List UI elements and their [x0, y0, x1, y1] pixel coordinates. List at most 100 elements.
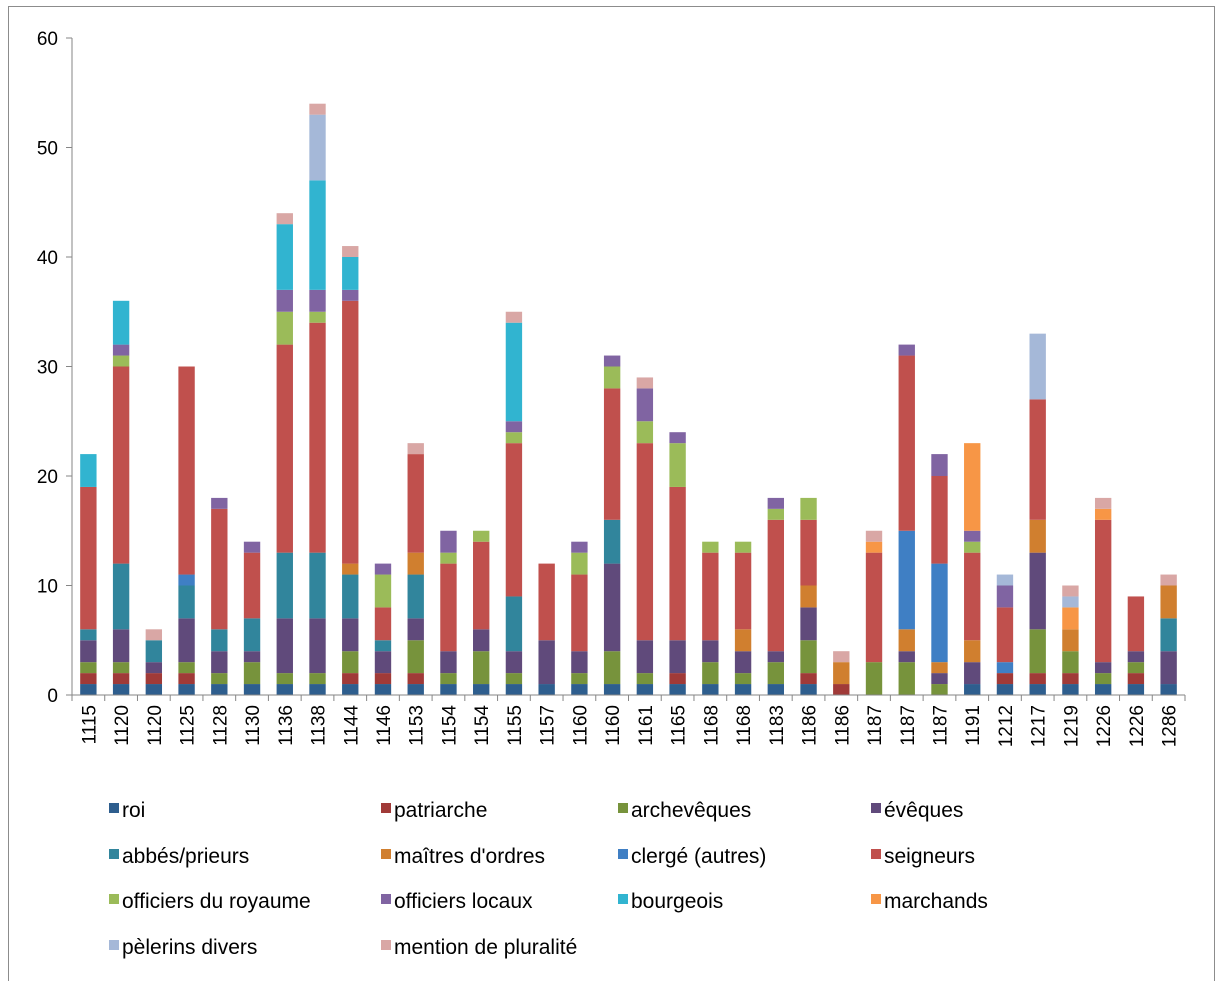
- legend-label: marchands: [884, 890, 988, 913]
- bar-segment-officiers-locaux: [603, 355, 621, 367]
- bar-segment-officiers-du-royaume: [374, 574, 392, 608]
- bar-segment-archev-ques: [211, 673, 228, 685]
- bar-segment-clerg-autres-: [898, 530, 915, 630]
- legend-swatch: [618, 894, 628, 904]
- bar-segment-abb-s-prieurs: [505, 596, 523, 652]
- legend-swatch: [871, 803, 881, 813]
- bar-segment-seigneurs: [178, 366, 195, 575]
- bar-segment-ma-tres-d-ordres: [1029, 519, 1046, 553]
- x-tick-label: 1217: [1029, 705, 1050, 747]
- bar-segment-roi: [964, 684, 981, 695]
- bar-segment-roi: [112, 684, 130, 695]
- bar-segment-roi: [276, 684, 293, 695]
- bar-segment-mention-de-pluralit-: [342, 246, 359, 257]
- bar-segment-bourgeois: [505, 322, 523, 422]
- bar-segment-bourgeois: [309, 180, 326, 290]
- bar-segment-bourgeois: [112, 300, 130, 345]
- bar-segment-archev-ques: [931, 684, 948, 695]
- bar-segment-roi: [1062, 684, 1079, 695]
- bar-segment-officiers-du-royaume: [636, 421, 654, 444]
- x-tick-label: 1186: [800, 705, 821, 746]
- bar-segment-archev-ques: [1094, 673, 1112, 685]
- bar-segment-roi: [1160, 684, 1177, 695]
- bar-segment-roi: [80, 684, 97, 695]
- bar-segment-patriarche: [342, 673, 359, 685]
- bar-segment-roi: [407, 684, 424, 695]
- bar-segment-mention-de-pluralit-: [865, 530, 883, 542]
- bar-segment-ma-tres-d-ordres: [964, 640, 981, 663]
- legend: roi patriarche archevêques évêques abbés/pri…: [109, 799, 988, 959]
- legend-swatch: [109, 940, 119, 950]
- x-tick-label: 1154: [439, 705, 460, 746]
- bar-segment-mention-de-pluralit-: [1094, 497, 1112, 509]
- bar-segment-patriarche: [1127, 673, 1145, 685]
- bar-segment-patriarche: [1029, 673, 1046, 685]
- bar-segment-roi: [473, 684, 490, 695]
- bar-segment-officiers-du-royaume: [702, 541, 719, 553]
- bar-segment-archev-ques: [898, 662, 915, 695]
- bar-segment-officiers-locaux: [931, 454, 948, 476]
- bar-segment-marchands: [1094, 508, 1112, 520]
- bar-segment-roi: [1029, 684, 1046, 695]
- bar-segment-officiers-locaux: [996, 585, 1014, 608]
- x-tick-label: 1144: [341, 705, 362, 746]
- x-tick-label: 1128: [210, 705, 231, 746]
- x-tick-label: 1187: [930, 705, 951, 746]
- bar-segment-p-lerins-divers: [1029, 333, 1046, 400]
- bar-segment--v-ques: [538, 640, 555, 685]
- bar-segment-mention-de-pluralit-: [145, 629, 163, 641]
- bar-segment-officiers-du-royaume: [276, 311, 293, 345]
- bar-segment-seigneurs: [898, 355, 915, 531]
- bar-segment-mention-de-pluralit-: [407, 443, 424, 455]
- stacked-bar-chart: 0 10 20 30 40 50 60 1115 1120 1120 1125 1128 1130 113…: [37, 29, 1186, 959]
- bar-segment-clerg-autres-: [931, 563, 948, 663]
- bar-segment-archev-ques: [1127, 662, 1145, 674]
- bar-segment-officiers-locaux: [211, 497, 228, 509]
- bar-segment--v-ques: [440, 651, 457, 674]
- bar-segment-mention-de-pluralit-: [636, 377, 654, 389]
- bar-segment-seigneurs: [243, 552, 261, 619]
- bar-segment-archev-ques: [407, 640, 424, 674]
- bar-segment-abb-s-prieurs: [309, 552, 326, 619]
- bar-segment-p-lerins-divers: [309, 114, 326, 181]
- bar-segment-roi: [571, 684, 588, 695]
- bar-segment-roi: [374, 684, 392, 695]
- y-tick-label: 10: [37, 577, 58, 598]
- x-tick-label: 1125: [178, 705, 199, 746]
- x-tick-label: 1187: [898, 705, 919, 746]
- bar-segment--v-ques: [767, 651, 784, 663]
- x-tick-label: 1226: [1127, 705, 1148, 747]
- bar-segment--v-ques: [178, 618, 195, 663]
- bar-segment--v-ques: [145, 662, 163, 674]
- bar-segment--v-ques: [243, 651, 261, 663]
- bar-segment-ma-tres-d-ordres: [898, 629, 915, 652]
- bar-segment-seigneurs: [505, 443, 523, 597]
- bar-segment-archev-ques: [80, 662, 97, 674]
- bar-segment-archev-ques: [112, 662, 130, 674]
- bar-segment-roi: [243, 684, 261, 695]
- legend-swatch: [618, 849, 628, 859]
- bar-segment--v-ques: [374, 651, 392, 674]
- bar-segment-officiers-du-royaume: [473, 530, 490, 542]
- bar-segment-ma-tres-d-ordres: [734, 629, 752, 652]
- bar-segment-officiers-du-royaume: [505, 432, 523, 444]
- bar-segment-seigneurs: [603, 388, 621, 520]
- bar-segment-abb-s-prieurs: [374, 640, 392, 652]
- bar-segment-officiers-locaux: [571, 541, 588, 553]
- x-tick-label: 1154: [472, 705, 493, 746]
- bar-segment-seigneurs: [440, 563, 457, 652]
- bar-segment-seigneurs: [473, 541, 490, 630]
- bar-segment-officiers-locaux: [505, 421, 523, 433]
- bar-segment-seigneurs: [702, 552, 719, 641]
- x-tick-label: 1187: [865, 705, 886, 746]
- bar-segment-roi: [734, 684, 752, 695]
- x-tick-label: 1120: [145, 705, 166, 746]
- bar-segment-officiers-locaux: [767, 497, 784, 509]
- bar-segment--v-ques: [276, 618, 293, 674]
- bar-segment-archev-ques: [178, 662, 195, 674]
- x-tick-label: 1212: [996, 705, 1017, 747]
- bar-segment-officiers-du-royaume: [112, 355, 130, 367]
- bar-segment-archev-ques: [702, 662, 719, 685]
- legend-swatch: [109, 894, 119, 904]
- bar-segment--v-ques: [505, 651, 523, 674]
